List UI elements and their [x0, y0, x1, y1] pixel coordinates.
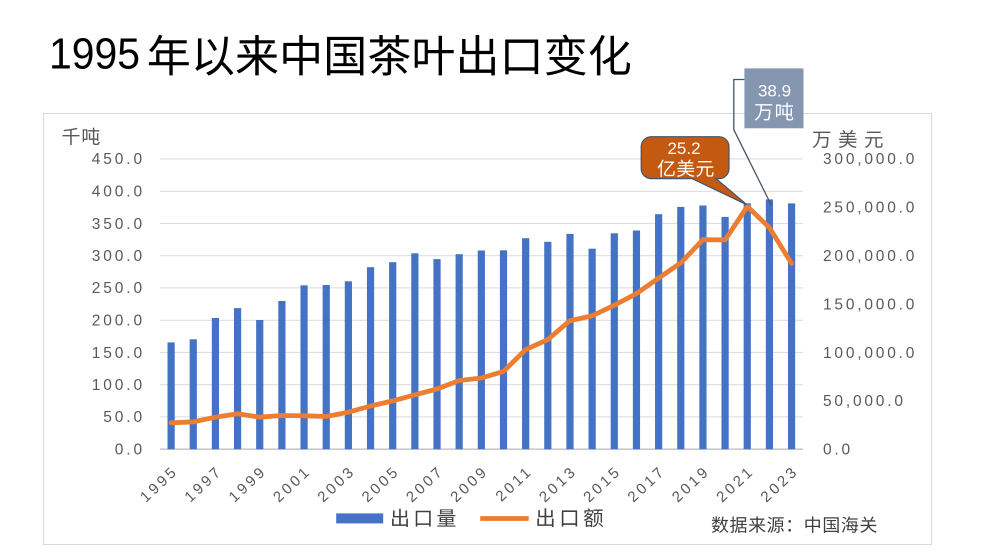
svg-text:50,000.0: 50,000.0	[823, 393, 906, 410]
svg-text:250,000.0: 250,000.0	[823, 200, 917, 217]
svg-text:300,000.0: 300,000.0	[823, 151, 917, 168]
svg-text:100,000.0: 100,000.0	[823, 345, 917, 362]
svg-text:150,000.0: 150,000.0	[823, 296, 917, 313]
svg-text:250.0: 250.0	[92, 280, 145, 297]
svg-text:300.0: 300.0	[92, 248, 145, 265]
svg-text:0.0: 0.0	[823, 442, 853, 459]
svg-text:200.0: 200.0	[92, 313, 145, 330]
svg-text:38.9: 38.9	[758, 82, 791, 101]
svg-text:200,000.0: 200,000.0	[823, 248, 917, 265]
svg-text:150.0: 150.0	[92, 345, 145, 362]
svg-text:400.0: 400.0	[92, 184, 145, 201]
svg-text:50.0: 50.0	[103, 409, 145, 426]
svg-text:450.0: 450.0	[92, 151, 145, 168]
svg-text:1995: 1995	[49, 29, 140, 78]
svg-text:350.0: 350.0	[92, 216, 145, 233]
svg-text:0.0: 0.0	[115, 442, 145, 459]
svg-text:25.2: 25.2	[667, 139, 700, 158]
svg-text:100.0: 100.0	[92, 377, 145, 394]
